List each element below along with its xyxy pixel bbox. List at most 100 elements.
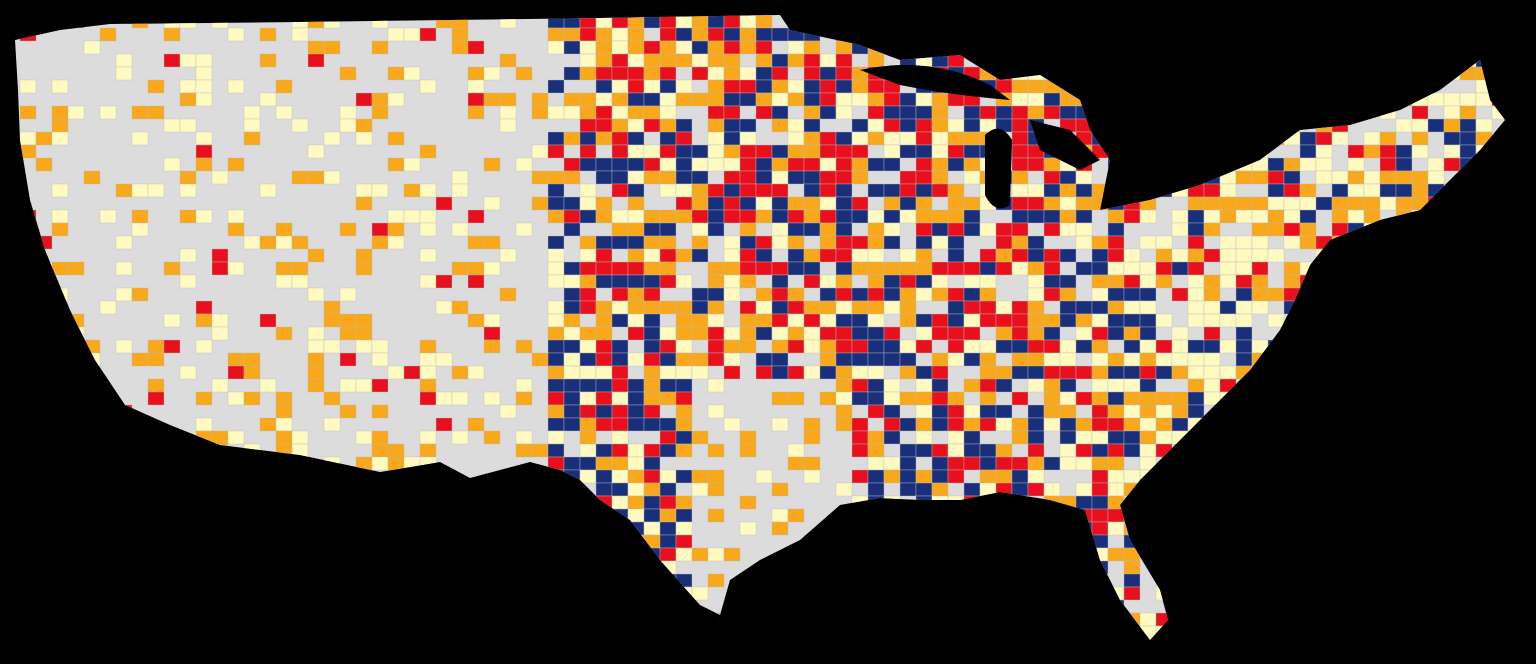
county [1011,183,1029,198]
county [1011,339,1029,354]
county [323,313,341,328]
county [259,235,277,250]
county [243,131,261,146]
county [723,105,741,120]
county [1139,612,1157,627]
county [179,248,197,263]
county [947,469,965,484]
county [915,313,933,328]
county [675,183,693,198]
county [963,482,981,497]
county [339,66,357,81]
county [1363,170,1381,185]
county [675,365,693,380]
county [899,469,917,484]
county [851,287,869,302]
county [787,391,805,406]
county [643,79,661,94]
county [1235,170,1253,185]
county [739,79,757,94]
county [195,53,213,68]
county [275,417,293,432]
county [883,105,901,120]
county [1395,196,1413,211]
county [899,352,917,367]
county [691,209,709,224]
county [515,222,533,237]
county [915,118,933,133]
county [355,339,373,354]
county [867,131,885,146]
county [1299,144,1317,159]
county [755,313,773,328]
county [867,313,885,328]
county [931,222,949,237]
county [275,274,293,289]
county [755,326,773,341]
county [659,482,677,497]
county [643,235,661,250]
county [467,235,485,250]
county [163,27,181,42]
county [355,92,373,107]
county [579,27,597,42]
county [787,248,805,263]
county [1203,326,1221,341]
county [371,339,389,354]
county [675,391,693,406]
county [259,417,277,432]
county [867,469,885,484]
county [675,27,693,42]
county [643,92,661,107]
county [1091,456,1109,471]
county [1043,391,1061,406]
county [995,417,1013,432]
county [963,131,981,146]
county [67,261,85,276]
county [883,417,901,432]
county [915,261,933,276]
county [611,313,629,328]
county [1379,131,1397,146]
county [659,92,677,107]
county [771,261,789,276]
county [563,365,581,380]
county [979,313,997,328]
county [163,339,181,354]
county [979,222,997,237]
county [771,170,789,185]
county [611,443,629,458]
county [915,92,933,107]
county [595,365,613,380]
county [467,209,485,224]
county [803,456,821,471]
county [659,508,677,523]
county [915,430,933,445]
county [595,53,613,68]
county [803,40,821,55]
county [627,79,645,94]
county [755,261,773,276]
county [1155,274,1173,289]
county [803,274,821,289]
county [915,482,933,497]
county [1011,313,1029,328]
county [691,313,709,328]
county [835,209,853,224]
county [963,352,981,367]
county [1267,196,1285,211]
county [1027,404,1045,419]
county [803,144,821,159]
county [739,66,757,81]
county [947,222,965,237]
county [707,573,725,588]
county [403,209,421,224]
county [1107,508,1125,523]
county [707,157,725,172]
county [1315,170,1333,185]
county [899,92,917,107]
county [1091,300,1109,315]
county [851,443,869,458]
county [1155,404,1173,419]
county [1091,404,1109,419]
